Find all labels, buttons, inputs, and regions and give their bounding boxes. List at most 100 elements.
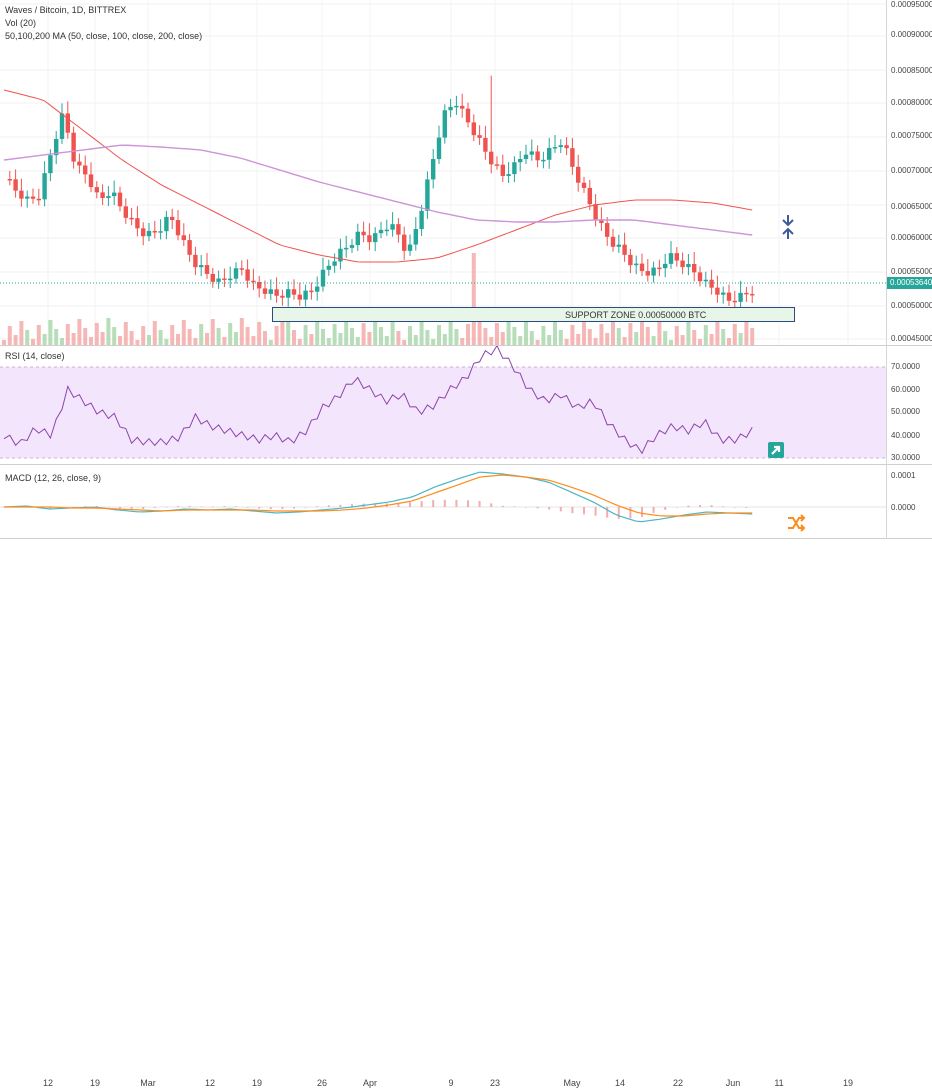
candle-body bbox=[744, 292, 749, 295]
time-axis[interactable]: 12 19 Mar 12 19 26 Apr 9 23 May 14 22 Jun 11 19 bbox=[0, 538, 886, 1088]
volume-bar bbox=[42, 334, 47, 345]
volume-bar bbox=[245, 327, 250, 345]
volume-bar bbox=[471, 253, 476, 345]
volume-bar bbox=[495, 323, 499, 345]
pane-divider[interactable] bbox=[0, 345, 932, 346]
volume-bar bbox=[135, 340, 140, 345]
volume-bar bbox=[344, 319, 349, 345]
candle-body bbox=[36, 198, 41, 201]
macd-axis[interactable]: 0.0001 0.0000 bbox=[886, 465, 932, 538]
rsi-pane[interactable] bbox=[0, 346, 886, 464]
axis-tick-label: 0.00095000 bbox=[891, 0, 932, 9]
volume-bar bbox=[326, 338, 331, 345]
volume-bar bbox=[616, 328, 621, 345]
axis-tick-label: 0.00055000 bbox=[891, 267, 932, 276]
volume-bar bbox=[524, 322, 528, 345]
candle-body bbox=[680, 260, 685, 268]
candle-body bbox=[303, 290, 308, 300]
axis-tick-label: 0.00070000 bbox=[891, 166, 932, 175]
volume-bar bbox=[193, 338, 198, 345]
rsi-band bbox=[0, 367, 886, 458]
volume-bar bbox=[408, 326, 412, 345]
macd-histogram-bar bbox=[733, 507, 736, 508]
candle-body bbox=[216, 278, 221, 282]
volume-bar bbox=[692, 330, 697, 345]
time-tick-label: 19 bbox=[89, 1078, 101, 1088]
volume-bar bbox=[727, 338, 731, 345]
volume-bar bbox=[36, 325, 41, 345]
symbol-title: Waves / Bitcoin, 1D, BITTREX bbox=[5, 5, 127, 15]
candle-body bbox=[431, 159, 436, 180]
candle-body bbox=[349, 245, 355, 248]
volume-bar bbox=[13, 335, 18, 345]
macd-histogram-bar bbox=[617, 507, 620, 519]
candle-body bbox=[697, 272, 703, 282]
candle-body bbox=[193, 254, 198, 268]
price-chart-svg[interactable] bbox=[0, 0, 886, 345]
candle-body bbox=[373, 233, 378, 243]
price-chart-pane[interactable] bbox=[0, 0, 886, 345]
compress-arrows-icon[interactable] bbox=[781, 213, 795, 241]
volume-bar bbox=[703, 325, 708, 345]
candle-body bbox=[135, 218, 140, 229]
volume-bar bbox=[611, 319, 615, 345]
macd-histogram-bar bbox=[513, 506, 516, 507]
volume-bar bbox=[31, 339, 35, 345]
macd-histogram-bar bbox=[316, 506, 319, 507]
candle-body bbox=[442, 110, 447, 138]
candle-body bbox=[709, 279, 714, 288]
volume-bar bbox=[529, 331, 534, 345]
macd-pane[interactable] bbox=[0, 465, 886, 538]
candle-body bbox=[164, 216, 169, 232]
volume-bar bbox=[605, 333, 610, 345]
ma-indicator-label[interactable]: 50,100,200 MA (50, close, 100, close, 20… bbox=[5, 31, 203, 41]
candle-body bbox=[581, 182, 587, 188]
candle-body bbox=[460, 105, 465, 109]
volume-bar bbox=[680, 335, 685, 345]
support-zone-box[interactable]: SUPPORT ZONE 0.00050000 BTC bbox=[272, 307, 795, 322]
axis-tick-label: 50.0000 bbox=[891, 407, 920, 416]
volume-bar bbox=[158, 330, 163, 345]
rsi-axis[interactable]: 70.0000 60.0000 50.0000 40.0000 30.0000 bbox=[886, 346, 932, 464]
candle-body bbox=[361, 231, 366, 236]
price-axis[interactable]: 0.00095000 0.00090000 0.00085000 0.00080000… bbox=[886, 0, 932, 345]
macd-histogram-bar bbox=[258, 507, 261, 509]
volume-bar bbox=[448, 320, 453, 345]
volume-bar bbox=[750, 328, 755, 345]
volume-bar bbox=[379, 327, 383, 345]
volume-bar bbox=[257, 322, 262, 345]
macd-histogram-bar bbox=[327, 505, 330, 507]
volume-indicator-label[interactable]: Vol (20) bbox=[5, 18, 37, 28]
volume-bar bbox=[309, 334, 314, 345]
candle-body bbox=[54, 138, 59, 156]
axis-tick-label: 0.00045000 bbox=[891, 334, 932, 343]
candle-body bbox=[628, 254, 633, 266]
axis-tick-label: 0.00075000 bbox=[891, 131, 932, 140]
shuffle-icon[interactable] bbox=[786, 514, 806, 532]
volume-bar bbox=[355, 337, 360, 345]
candle-body bbox=[500, 164, 505, 176]
candle-body bbox=[199, 265, 204, 268]
rsi-label[interactable]: RSI (14, close) bbox=[5, 351, 65, 361]
macd-chart-svg bbox=[0, 471, 886, 523]
candle-body bbox=[123, 206, 128, 218]
volume-bar bbox=[89, 337, 93, 345]
macd-label[interactable]: MACD (12, 26, close, 9) bbox=[5, 473, 102, 483]
pane-divider[interactable] bbox=[0, 464, 932, 465]
volume-bar bbox=[373, 318, 378, 345]
volume-bar bbox=[500, 332, 505, 345]
macd-histogram-bar bbox=[548, 507, 551, 510]
candle-body bbox=[634, 263, 639, 266]
volume-bar bbox=[553, 321, 557, 345]
time-tick-label: May bbox=[563, 1078, 581, 1088]
volume-bar bbox=[454, 329, 459, 345]
candle-body bbox=[576, 166, 581, 183]
candle-body bbox=[425, 179, 430, 211]
macd-histogram-bar bbox=[281, 507, 284, 510]
volume-bar bbox=[669, 340, 673, 345]
macd-histogram-bar bbox=[165, 506, 168, 508]
volume-bar bbox=[686, 321, 691, 345]
volume-bar bbox=[419, 321, 424, 345]
macd-histogram-bar bbox=[409, 502, 411, 507]
volume-bar bbox=[2, 340, 6, 345]
